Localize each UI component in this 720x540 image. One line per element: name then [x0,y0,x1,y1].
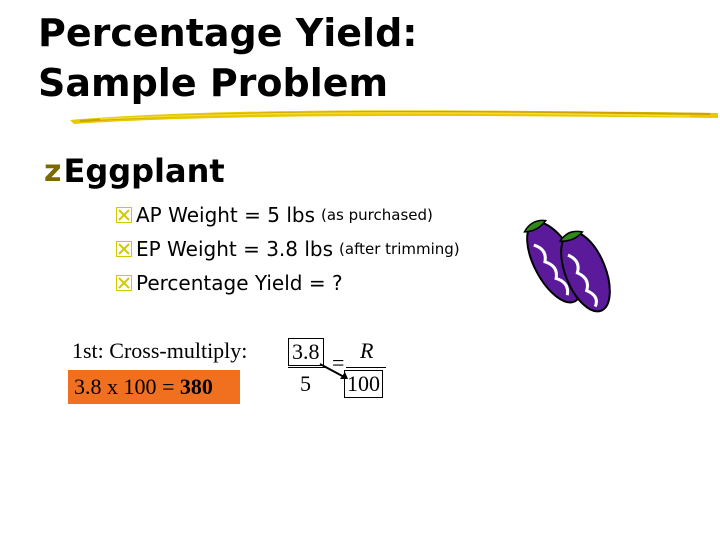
sub-bullet-text: Percentage Yield = ? [136,271,343,295]
result-answer: 380 [179,374,213,399]
cross-multiply-arrow [319,363,348,379]
fraction-left-bar [288,367,326,368]
sub-bullet-ap-weight: AP Weight = 5 lbs (as purchased) [116,203,433,227]
swoosh-underline [70,110,718,124]
fraction-right-numerator: R [360,338,374,363]
sub-bullet-percentage-yield: Percentage Yield = ? [116,271,343,295]
sub-bullet-text: EP Weight = 3.8 lbs [136,237,334,261]
fraction-left-numerator: 3.8 [288,338,324,366]
sub-bullet-text: AP Weight = 5 lbs [136,203,316,227]
x-box-icon [116,275,132,291]
title-line-2: Sample Problem [38,61,389,105]
fraction-right-denominator: 100 [344,370,383,398]
fraction-left-denominator: 5 [300,371,311,396]
equals-sign: = [332,350,345,375]
fraction-right-bar [346,367,386,368]
result-expression: 3.8 x 100 = [74,374,180,399]
z-bullet-glyph: z [44,153,62,189]
eggplant-icon [523,219,611,313]
sub-bullet-note: (as purchased) [321,206,433,224]
sub-bullet-note: (after trimming) [339,240,460,258]
step-label: 1st: Cross-multiply: [72,338,248,363]
bullet-heading: Eggplant [63,152,225,190]
title-line-1: Percentage Yield: [38,11,418,55]
x-box-icon [116,241,132,257]
slide-title: Percentage Yield: Sample Problem [38,8,417,108]
bullet-eggplant: z Eggplant [44,152,225,190]
sub-bullet-ep-weight: EP Weight = 3.8 lbs (after trimming) [116,237,460,261]
result-highlight: 3.8 x 100 = 380 [68,370,240,404]
x-box-icon [116,207,132,223]
